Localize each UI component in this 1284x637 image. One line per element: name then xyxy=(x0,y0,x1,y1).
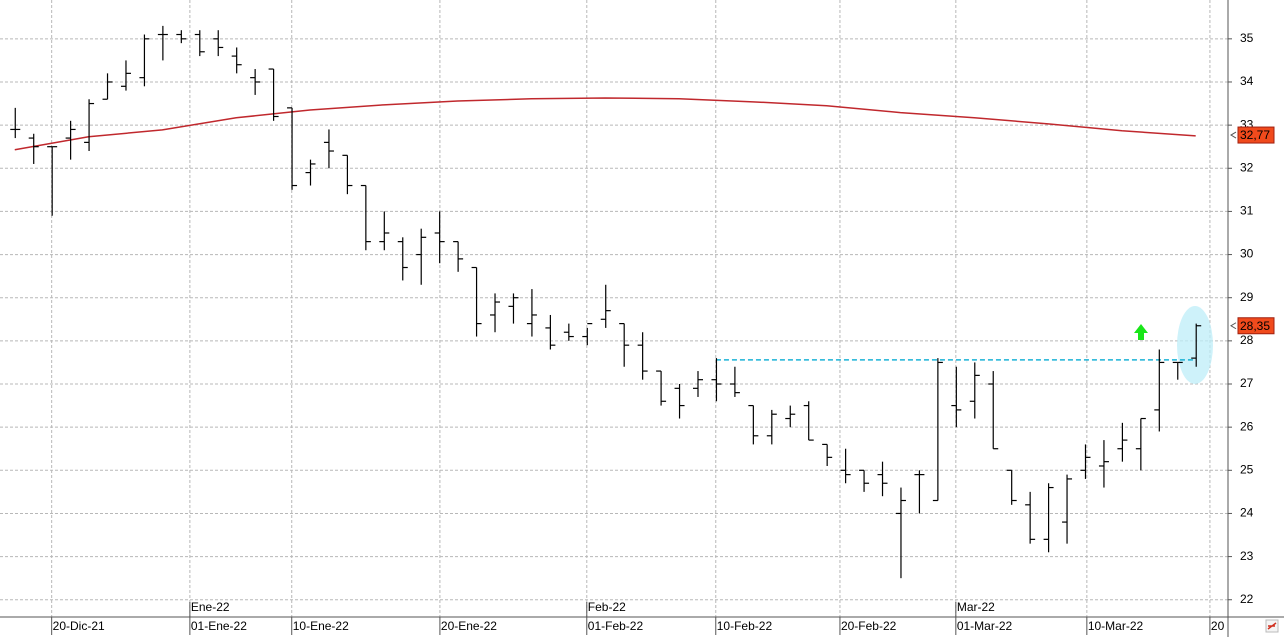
y-tick-label: 35 xyxy=(1240,31,1254,45)
y-tick-label: 26 xyxy=(1240,419,1254,433)
price-label: 32,77 xyxy=(1240,128,1270,142)
y-tick-label: 25 xyxy=(1240,462,1254,476)
highlight-ellipse xyxy=(1177,306,1213,384)
month-tick-label: Feb-22 xyxy=(588,600,626,614)
y-tick-label: 31 xyxy=(1240,204,1254,218)
y-tick-label: 27 xyxy=(1240,376,1254,390)
y-tick-label: 32 xyxy=(1240,160,1254,174)
price-pointer xyxy=(1230,322,1237,330)
x-tick-label: 01-Ene-22 xyxy=(191,619,247,633)
month-tick-label: Ene-22 xyxy=(191,600,230,614)
x-tick-label: 10-Mar-22 xyxy=(1088,619,1144,633)
marks-layer xyxy=(10,25,1202,579)
x-tick-label: 01-Feb-22 xyxy=(588,619,644,633)
price-label-box xyxy=(1237,317,1275,335)
x-tick-label: 01-Mar-22 xyxy=(957,619,1013,633)
annotation-layer xyxy=(1134,306,1213,384)
y-tick-label: 23 xyxy=(1240,549,1254,563)
x-tick-label: 20-Dic-21 xyxy=(53,619,105,633)
y-tick-label: 24 xyxy=(1240,506,1254,520)
price-label: 28,35 xyxy=(1240,319,1270,333)
price-pointer xyxy=(1230,131,1237,139)
up-arrow xyxy=(1134,324,1148,340)
grid-layer xyxy=(0,0,1228,617)
x-tick-label: 10-Feb-22 xyxy=(717,619,773,633)
x-tick-label: 20-Feb-22 xyxy=(841,619,897,633)
x-tick-label: 20 xyxy=(1211,619,1225,633)
x-tick-label: 10-Ene-22 xyxy=(293,619,349,633)
corner-icon xyxy=(1265,619,1279,633)
y-tick-label: 22 xyxy=(1240,592,1254,606)
month-tick-label: Mar-22 xyxy=(957,600,995,614)
y-tick-label: 29 xyxy=(1240,290,1254,304)
icon-glyph xyxy=(1267,622,1277,630)
moving-average-line xyxy=(14,97,1196,151)
y-tick-label: 34 xyxy=(1240,74,1254,88)
y-tick-label: 28 xyxy=(1240,333,1254,347)
x-tick-label: 20-Ene-22 xyxy=(441,619,497,633)
y-tick-label: 30 xyxy=(1240,247,1254,261)
price-label-box xyxy=(1237,126,1275,144)
